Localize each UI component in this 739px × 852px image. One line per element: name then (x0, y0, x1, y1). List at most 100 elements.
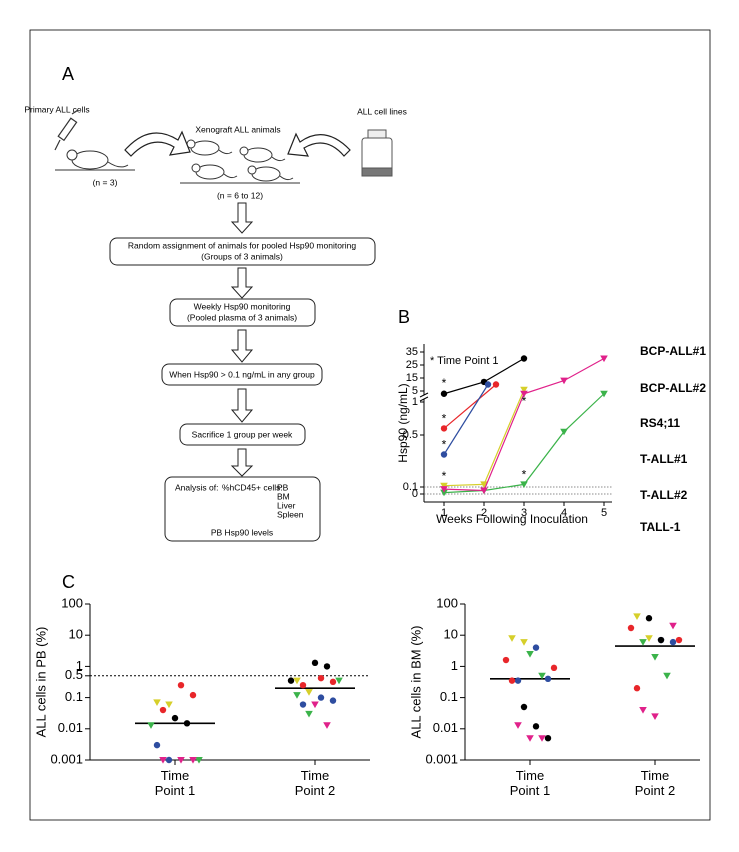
analysis-title: Analysis of: (175, 482, 218, 492)
legend-label: TALL-1 (640, 520, 681, 534)
asterisk: * (522, 394, 527, 408)
point (329, 678, 337, 686)
y-tick-label: 1 (451, 658, 458, 673)
step-text: Sacrifice 1 group per week (192, 429, 293, 439)
asterisk: * (442, 376, 447, 390)
analysis-extra: PB Hsp90 levels (211, 527, 273, 537)
panel-label: A (62, 64, 74, 84)
y-tick-label: 35 (406, 346, 418, 358)
point (305, 689, 313, 696)
point (177, 681, 185, 689)
x-tick-label: Time Point 1 (154, 768, 196, 798)
point (480, 481, 488, 488)
asterisk: * (442, 438, 447, 452)
point (484, 381, 492, 388)
line (443, 389, 525, 487)
x-tick-label: 3 (521, 507, 527, 519)
point (600, 355, 608, 363)
x-axis-label: Weeks Following Inoculation (436, 512, 588, 526)
point (147, 722, 155, 729)
point (669, 622, 677, 630)
y-tick-label: 0.001 (425, 751, 458, 766)
y-tick-label: 0.01 (433, 720, 458, 735)
point (293, 677, 301, 685)
step-text: Weekly Hsp90 monitoring (194, 301, 291, 311)
point (526, 735, 534, 742)
y-axis-label: ALL cells in BM (%) (408, 626, 423, 739)
step-text: (Pooled plasma of 3 animals) (187, 312, 297, 322)
point (159, 706, 167, 714)
point (165, 756, 173, 764)
point (600, 390, 608, 398)
curved-arrow (124, 130, 191, 157)
y-tick-label: 0.1 (403, 481, 418, 493)
point (645, 615, 653, 622)
source-right: ALL cell lines (357, 106, 407, 116)
y-tick-label: 0.1 (65, 689, 83, 704)
point (514, 677, 522, 684)
step-text: (Groups of 3 animals) (201, 251, 283, 261)
point (633, 613, 641, 621)
point (335, 677, 343, 685)
n-left: (n = 3) (93, 177, 118, 187)
point (311, 659, 319, 667)
point (532, 723, 540, 730)
point (323, 663, 331, 670)
down-arrows (230, 202, 254, 477)
point (520, 481, 528, 488)
y-tick-label: 0.5 (403, 429, 418, 441)
axis-break (419, 396, 429, 402)
point (538, 735, 546, 742)
point (440, 489, 448, 497)
x-tick-label: Time Point 2 (294, 768, 336, 798)
bottle (361, 129, 393, 177)
y-tick-label: 0.001 (50, 751, 83, 766)
point (520, 703, 528, 711)
point (633, 685, 641, 692)
point (317, 694, 325, 701)
legend-label: RS4;11 (640, 416, 680, 430)
point (526, 650, 534, 658)
point (492, 381, 500, 388)
point (159, 757, 167, 764)
point (669, 638, 677, 646)
analysis-item: PB (277, 482, 289, 492)
mouse (55, 139, 300, 184)
legend-label: T-ALL#2 (640, 488, 688, 502)
point (480, 487, 488, 495)
point (311, 701, 319, 709)
y-tick-label: 15 (406, 372, 418, 384)
point (520, 390, 528, 398)
point (627, 624, 635, 632)
x-tick-label: 4 (561, 507, 567, 519)
point (317, 674, 325, 682)
point (153, 699, 161, 707)
y-tick-label: 0 (412, 488, 418, 500)
point (440, 482, 448, 490)
asterisk: * (442, 469, 447, 483)
point (514, 722, 522, 729)
source-left: Primary ALL cells (24, 104, 89, 114)
point (651, 654, 659, 661)
y-tick-label: 0.01 (58, 720, 83, 735)
y-tick-label: 1 (412, 396, 418, 408)
x-tick-label: 5 (601, 507, 607, 519)
point (440, 486, 448, 493)
point (544, 734, 552, 742)
point (171, 714, 179, 722)
step-text: Random assignment of animals for pooled … (128, 240, 356, 250)
annotation: * Time Point 1 (430, 355, 498, 367)
point (305, 710, 313, 718)
point (538, 672, 546, 680)
point (560, 377, 568, 385)
point (651, 713, 659, 720)
point (183, 720, 191, 727)
analysis-cells: %hCD45+ cells: (222, 482, 283, 492)
analysis-item: BM (277, 491, 290, 501)
point (287, 677, 295, 684)
point (440, 390, 448, 397)
point (189, 757, 197, 764)
panel-label: C (62, 572, 75, 592)
